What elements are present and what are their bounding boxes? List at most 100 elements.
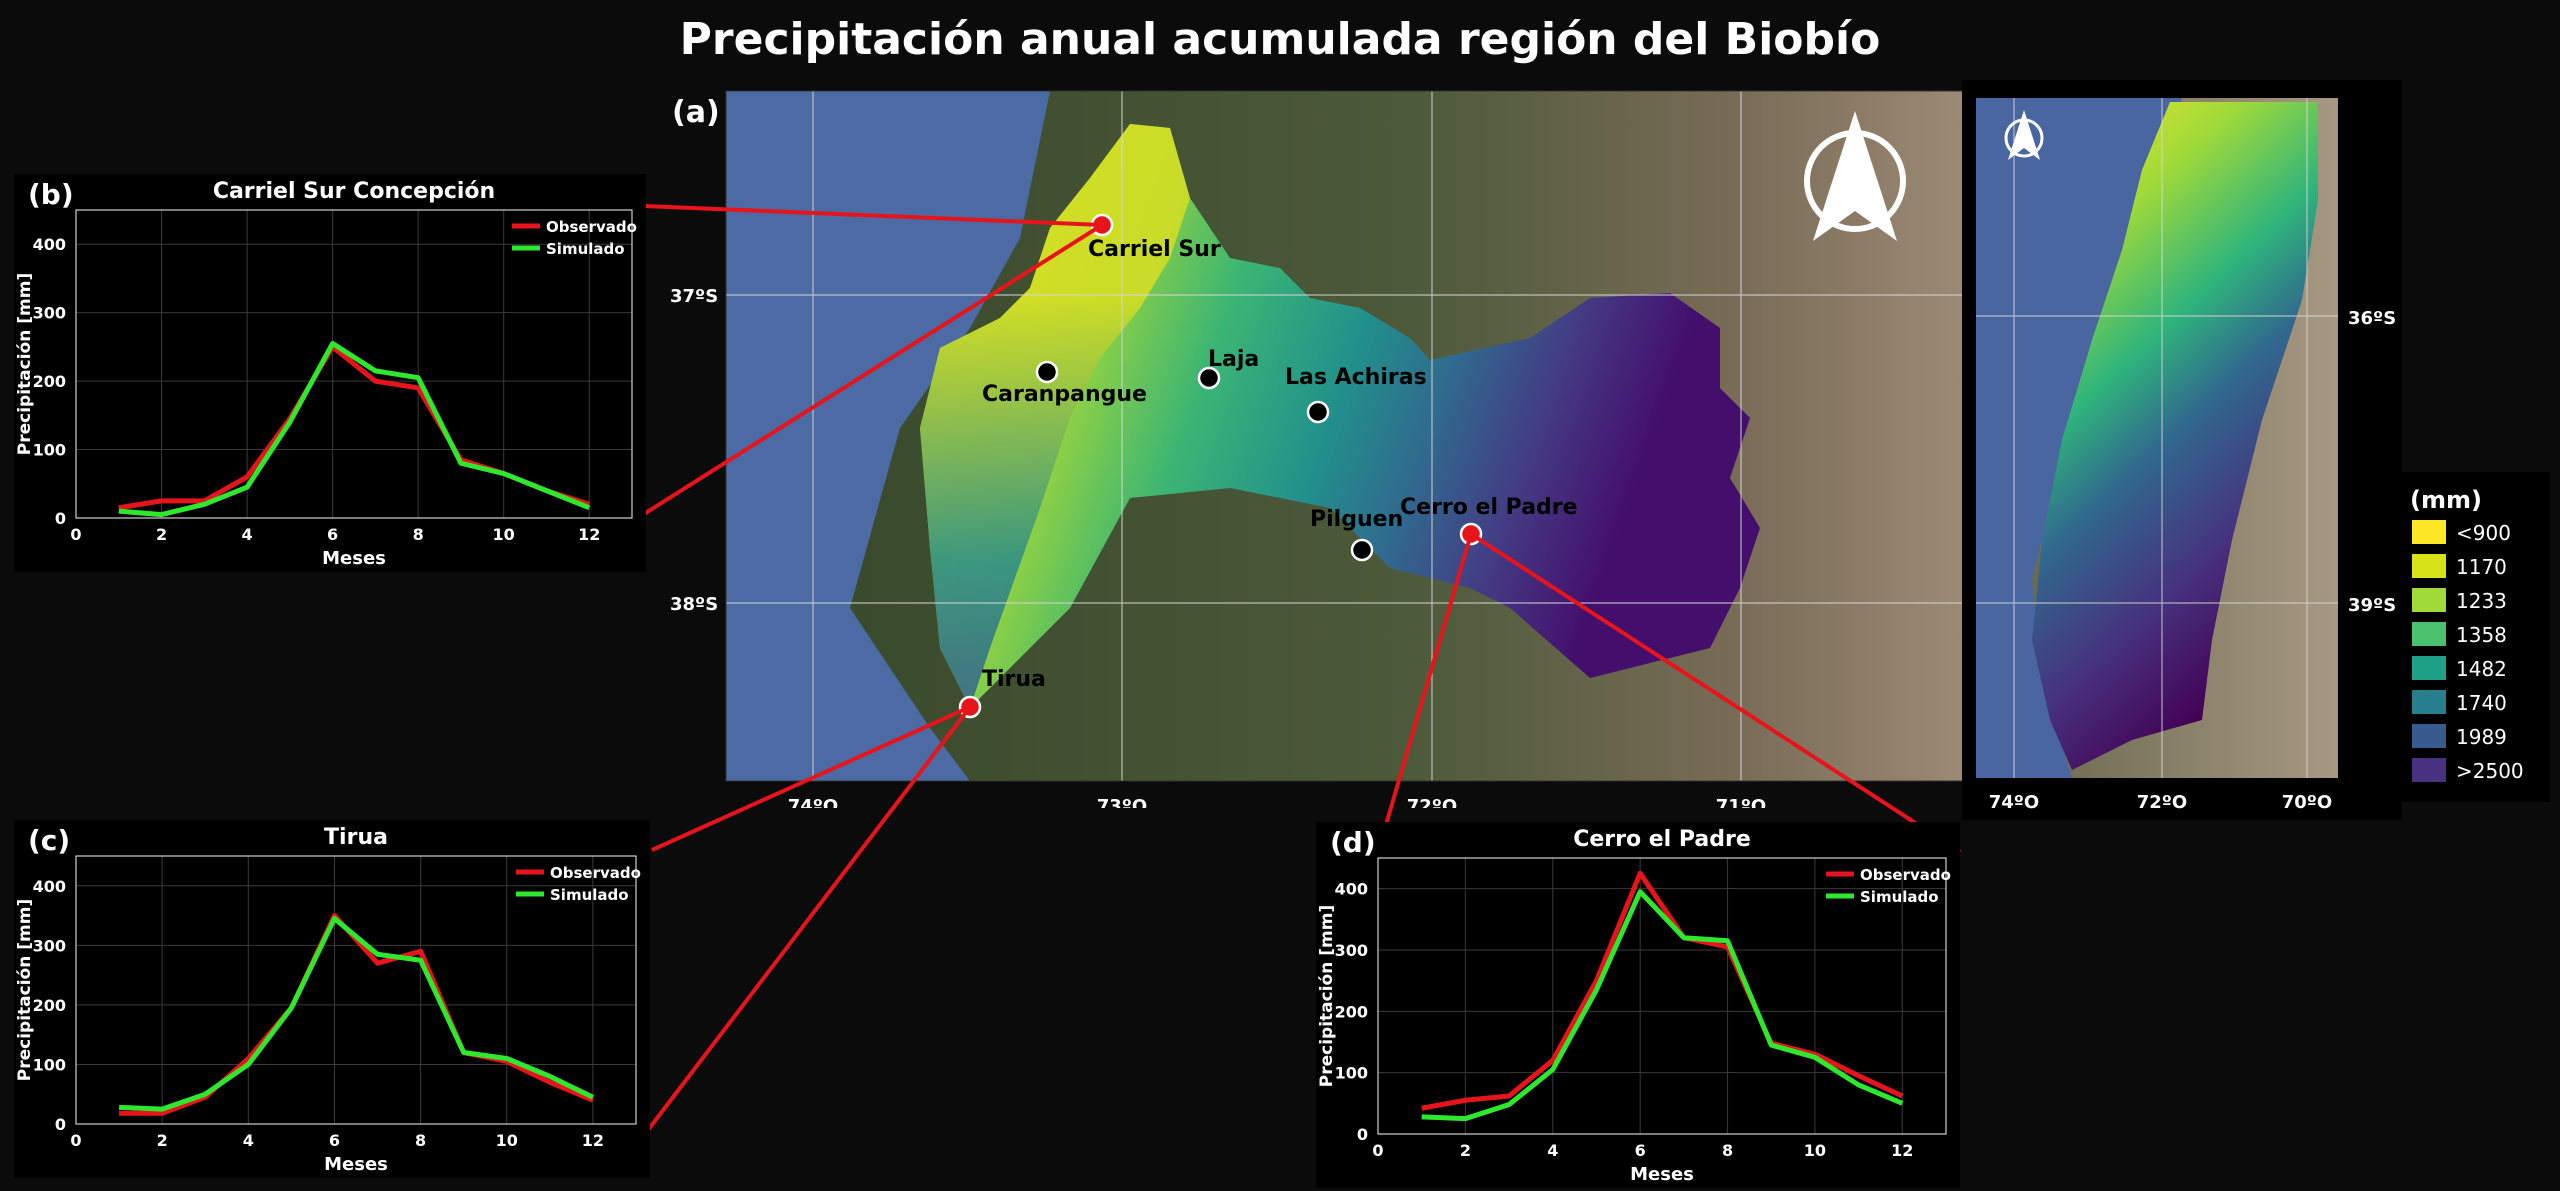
- panel-label-a: (a): [672, 95, 720, 130]
- series-line-simulado: [118, 340, 591, 518]
- connector-line: [1376, 533, 1473, 853]
- legend-entry: Simulado: [546, 240, 625, 258]
- x-tick-label: 8: [415, 1131, 426, 1150]
- inset-map: 36ºS 39ºS 74ºO 72ºO 70ºO: [1962, 80, 2402, 820]
- legend-swatch: [2412, 588, 2446, 612]
- x-tick-label: 2: [156, 525, 167, 544]
- connector-line: [646, 705, 972, 1132]
- y-tick-label: 400: [1335, 880, 1368, 899]
- x-tick-label: 6: [1635, 1141, 1646, 1160]
- legend-label: 1740: [2456, 691, 2507, 715]
- x-tick-label: 6: [327, 525, 338, 544]
- legend-label: 1233: [2456, 589, 2507, 613]
- legend-entry: Observado: [1860, 866, 1951, 884]
- x-tick-label: 10: [493, 525, 515, 544]
- x-tick-label: 2: [157, 1131, 168, 1150]
- chart-cerro-el-padre: 0 2 4 6 8 10 12 0 100 200 300 400 Cerro el Padre (d) M…: [1316, 822, 1960, 1188]
- legend-label: <900: [2456, 521, 2511, 545]
- svg-text:Carriel Sur: Carriel Sur: [1088, 237, 1221, 262]
- north-arrow-icon: [1804, 111, 1906, 241]
- y-tick-label: 300: [33, 936, 66, 955]
- inset-north-arrow-icon: [2004, 110, 2044, 160]
- legend-swatch: [2412, 758, 2446, 782]
- legend-swatch: [2412, 724, 2446, 748]
- x-tick-label: 4: [243, 1131, 254, 1150]
- x-tick-label: 0: [70, 1131, 81, 1150]
- y-axis-label: Precipitación [mm]: [15, 273, 35, 455]
- page-title: Precipitación anual acumulada región del…: [679, 14, 1881, 65]
- x-tick-label: 8: [413, 525, 424, 544]
- chart-background: [14, 820, 650, 1178]
- x-tick-label: 10: [496, 1131, 518, 1150]
- map-grid: [726, 91, 1966, 781]
- panel-label: (d): [1330, 826, 1376, 859]
- plot-frame: [1377, 857, 1947, 1135]
- y-axis-label: Precipitación [mm]: [1317, 905, 1337, 1087]
- y-tick-label: 400: [33, 235, 66, 254]
- connector-line: [1469, 532, 1962, 854]
- legend-swatch: [2412, 690, 2446, 714]
- lat-label: 37ºS: [670, 286, 718, 307]
- y-tick-label: 400: [33, 877, 66, 896]
- y-tick-label: 0: [1357, 1125, 1368, 1144]
- x-tick-label: 10: [1804, 1141, 1826, 1160]
- x-axis-label: Meses: [322, 548, 386, 569]
- legend-label: 1358: [2456, 623, 2507, 647]
- x-tick-label: 8: [1722, 1141, 1733, 1160]
- station-pilguen: Pilguen: [1310, 507, 1403, 562]
- legend-swatch: [2412, 622, 2446, 646]
- chart-title: Tirua: [324, 825, 388, 850]
- x-axis-label: Meses: [1630, 1164, 1694, 1185]
- x-tick-label: 12: [578, 525, 600, 544]
- svg-text:Las Achiras: Las Achiras: [1285, 365, 1427, 390]
- station-tirua: Tirua: [958, 667, 1046, 719]
- y-tick-label: 200: [1335, 1002, 1368, 1021]
- inset-lon-label: 70ºO: [2282, 792, 2333, 813]
- legend-title: (mm): [2410, 486, 2482, 514]
- y-tick-label: 100: [1335, 1064, 1368, 1083]
- plot-frame: [75, 855, 637, 1125]
- legend-label: 1989: [2456, 725, 2507, 749]
- y-tick-label: 200: [33, 996, 66, 1015]
- legend-swatch: [2412, 656, 2446, 680]
- legend-entry: Observado: [550, 864, 641, 882]
- svg-text:Laja: Laja: [1208, 347, 1259, 372]
- legend-label: >2500: [2456, 759, 2524, 783]
- legend-label: 1170: [2456, 555, 2507, 579]
- main-map: (a) 37ºS 38ºS 74ºO 73ºO 72ºO 71ºO Carrie…: [670, 90, 1967, 808]
- lon-label: 73ºO: [1097, 796, 1148, 808]
- connector-line: [651, 705, 971, 852]
- svg-text:Tirua: Tirua: [982, 667, 1046, 692]
- y-axis-label: Precipitación [mm]: [15, 899, 35, 1081]
- connector-line: [643, 204, 1103, 227]
- x-tick-label: 12: [582, 1131, 604, 1150]
- chart-carriel-sur: 0 2 4 6 8 10 12 0 100 200 300 400 Carriel Sur Concep…: [14, 174, 646, 572]
- x-tick-label: 4: [242, 525, 253, 544]
- legend-entry: Simulado: [1860, 888, 1939, 906]
- panel-label: (b): [28, 178, 74, 211]
- inset-lat-label: 36ºS: [2348, 308, 2396, 329]
- legend-entry: Simulado: [550, 886, 629, 904]
- lon-label: 71ºO: [1716, 796, 1767, 808]
- chart-tirua: 0 2 4 6 8 10 12 0 100 200 300 400 Tirua (c) Meses Preci…: [14, 820, 650, 1178]
- legend-label: 1482: [2456, 657, 2507, 681]
- x-tick-label: 2: [1460, 1141, 1471, 1160]
- station-caranpangue: Caranpangue: [982, 360, 1147, 407]
- x-tick-label: 4: [1547, 1141, 1558, 1160]
- y-tick-label: 0: [55, 509, 66, 528]
- legend-entry: Observado: [546, 218, 637, 236]
- x-tick-label: 6: [329, 1131, 340, 1150]
- panel-label: (c): [28, 824, 70, 857]
- connector-line: [642, 223, 1104, 516]
- lon-label: 74ºO: [788, 796, 839, 808]
- chart-title: Carriel Sur Concepción: [213, 179, 495, 204]
- y-tick-label: 200: [33, 372, 66, 391]
- svg-text:Cerro el Padre: Cerro el Padre: [1400, 495, 1578, 520]
- inset-lon-label: 72ºO: [2137, 792, 2188, 813]
- x-tick-label: 0: [1372, 1141, 1383, 1160]
- x-tick-label: 12: [1891, 1141, 1913, 1160]
- series-line-simulado: [1421, 889, 1904, 1122]
- x-axis-label: Meses: [324, 1154, 388, 1175]
- lon-label: 72ºO: [1407, 796, 1458, 808]
